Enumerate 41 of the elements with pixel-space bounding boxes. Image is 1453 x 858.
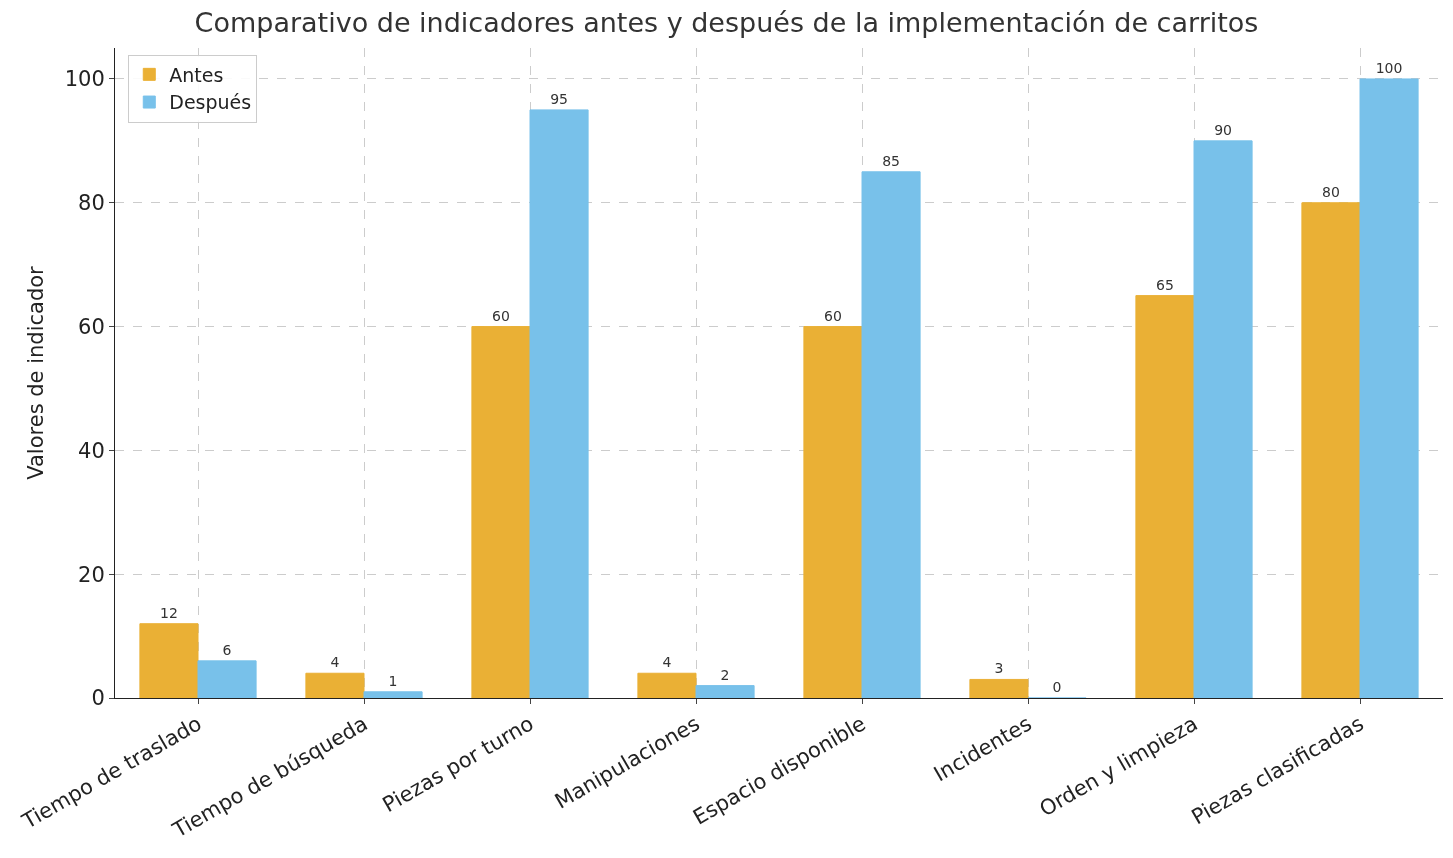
bar: [1301, 202, 1361, 698]
bar: [637, 672, 697, 698]
data-label: 3: [994, 660, 1004, 677]
bar: [471, 326, 531, 698]
legend-label: Antes: [169, 63, 224, 86]
bar: [695, 685, 755, 698]
y-tick-label: 40: [78, 438, 105, 463]
data-label: 2: [720, 666, 730, 683]
data-label: 80: [1322, 183, 1340, 200]
y-axis-title: Valores de indicador: [23, 265, 48, 480]
bar: [363, 691, 423, 698]
y-tick-label: 60: [78, 314, 105, 339]
bar: [969, 678, 1029, 698]
y-tick-label: 80: [78, 191, 105, 216]
data-label: 100: [1375, 59, 1403, 76]
bar: [1135, 295, 1195, 698]
y-tick-label: 100: [64, 67, 105, 92]
data-label: 95: [550, 90, 568, 107]
bar: [803, 326, 863, 698]
bar: [1193, 140, 1253, 698]
data-label: 4: [330, 654, 340, 671]
bar: [861, 171, 921, 698]
data-label: 12: [160, 604, 178, 621]
bar: [1359, 78, 1419, 698]
data-label: 4: [662, 654, 672, 671]
bar: [529, 109, 589, 698]
data-label: 65: [1156, 276, 1174, 293]
bar: [139, 623, 199, 698]
chart-title: Comparativo de indicadores antes y después de la implementación de carritos: [194, 6, 1259, 38]
legend-label: Después: [169, 91, 252, 114]
y-tick-label: 20: [78, 562, 105, 587]
bar: [197, 660, 257, 698]
data-label: 6: [222, 641, 232, 658]
y-tick-label: 0: [91, 686, 105, 711]
data-label: 85: [882, 152, 900, 169]
data-label: 1: [388, 672, 398, 689]
data-label: 60: [492, 307, 510, 324]
bar: [305, 672, 365, 698]
data-label: 0: [1052, 679, 1062, 695]
data-label: 60: [824, 307, 842, 324]
data-label: 90: [1214, 121, 1232, 138]
